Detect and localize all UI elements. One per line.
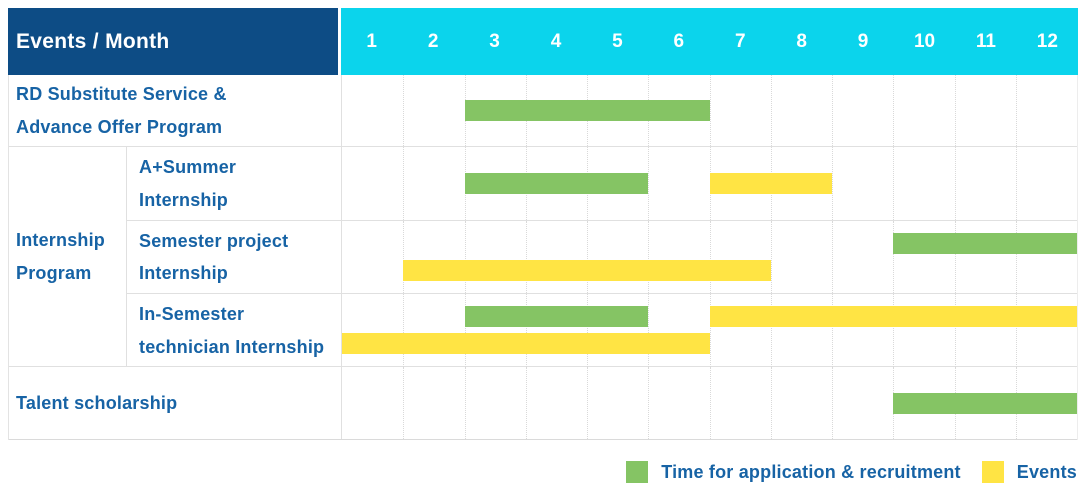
row-label-a-summer: A+Summer Internship: [126, 147, 341, 220]
month-gridline: [648, 221, 650, 293]
month-gridline: [770, 294, 772, 367]
month-gridline: [403, 367, 405, 439]
month-gridline: [893, 75, 895, 146]
gantt-bar-application: [464, 100, 710, 121]
month-gridline: [893, 147, 895, 220]
month-label-4: 4: [550, 30, 562, 52]
month-gridline: [1015, 75, 1017, 146]
events-month-table: Events / Month 1 2 3 4 5 6 7 8 9 10 11 12 RD Substi…: [8, 8, 1078, 440]
month-gridline: [832, 294, 833, 367]
gantt-bar-event: [342, 333, 710, 354]
month-label-2: 2: [427, 30, 439, 52]
month-gridline: [525, 221, 527, 293]
month-gridline: [1015, 294, 1017, 367]
month-gridline: [770, 75, 772, 146]
row-a-summer: A+Summer Internship: [126, 147, 1077, 221]
month-gridline: [403, 221, 405, 293]
month-gridline: [525, 367, 527, 439]
month-gridline: [709, 294, 711, 367]
month-label-8: 8: [796, 30, 807, 52]
gantt-bar-application: [893, 392, 1077, 414]
month-label-6: 6: [673, 30, 685, 52]
month-label-10: 10: [913, 30, 936, 52]
month-gridline: [954, 75, 956, 146]
month-gridline: [587, 294, 588, 367]
group-label-internship-program: Internship Program: [16, 230, 106, 283]
row-semester-project: Semester project Internship: [126, 221, 1077, 294]
gantt-bar-event: [709, 306, 1077, 327]
row-label-rd-substitute: RD Substitute Service & Advance Offer Pr…: [16, 84, 227, 137]
month-gridline: [464, 294, 466, 367]
month-gridline: [709, 221, 711, 293]
group-internship-program: Internship Program A+Summer Internship S…: [9, 147, 1077, 367]
table-header: Events / Month 1 2 3 4 5 6 7 8 9 10 11 12: [8, 8, 1078, 75]
month-gridline: [464, 367, 466, 439]
month-label-12: 12: [1036, 30, 1058, 52]
gantt-bar-application: [464, 306, 649, 327]
row-in-semester: In-Semester technician Internship: [126, 294, 1077, 367]
internship-subrows: A+Summer Internship Semester project Int…: [126, 147, 1077, 367]
month-gridline: [893, 221, 895, 293]
month-gridline: [1015, 147, 1017, 220]
table-body: RD Substitute Service & Advance Offer Pr…: [8, 75, 1078, 440]
month-gridline: [770, 367, 772, 439]
row-talent-scholarship: Talent scholarship: [9, 367, 1077, 440]
row-rd-substitute: RD Substitute Service & Advance Offer Pr…: [9, 75, 1077, 147]
month-gridline: [587, 221, 588, 293]
month-gridline: [954, 147, 956, 220]
month-label-3: 3: [489, 30, 500, 52]
gantt-strip-semester-project: [341, 221, 1077, 293]
legend-application-label: Time for application & recruitment: [661, 461, 961, 482]
gantt-strip-talent-scholarship: [341, 367, 1077, 439]
month-gridline: [403, 294, 405, 367]
month-gridline: [832, 367, 833, 439]
month-gridline: [832, 75, 833, 146]
month-gridline: [832, 221, 833, 293]
gantt-bar-application: [893, 233, 1077, 254]
month-label-11: 11: [975, 30, 996, 52]
month-gridline: [403, 147, 405, 220]
table-title: Events / Month: [8, 8, 338, 75]
month-gridline: [1015, 221, 1017, 293]
legend-events-label: Events: [1016, 461, 1077, 482]
month-header-row: 1 2 3 4 5 6 7 8 9 10 11 12: [341, 8, 1078, 75]
month-label-1: 1: [366, 30, 377, 52]
month-gridline: [464, 221, 466, 293]
gantt-strip-rd-substitute: [341, 75, 1077, 146]
month-gridline: [648, 147, 650, 220]
month-gridline: [770, 221, 772, 293]
gantt-bar-event: [709, 173, 832, 194]
month-label-7: 7: [734, 30, 746, 52]
month-label-9: 9: [857, 30, 869, 52]
month-label-5: 5: [612, 30, 623, 52]
month-gridline: [525, 294, 527, 367]
gantt-bar-application: [464, 173, 649, 194]
month-gridline: [893, 294, 895, 367]
legend-events-swatch: [981, 461, 1004, 483]
month-gridline: [587, 367, 588, 439]
month-gridline: [709, 75, 711, 146]
month-gridline: [954, 294, 956, 367]
header-divider: [338, 8, 341, 75]
row-label-talent-scholarship: Talent scholarship: [16, 392, 178, 413]
row-label-in-semester: In-Semester technician Internship: [126, 294, 341, 367]
month-gridline: [648, 367, 650, 439]
gantt-strip-a-summer: [341, 147, 1077, 220]
legend-application-swatch: [626, 461, 649, 483]
gantt-bar-event: [403, 260, 771, 281]
month-gridline: [648, 294, 650, 367]
month-gridline: [954, 221, 956, 293]
month-gridline: [403, 75, 405, 146]
row-label-semester-project: Semester project Internship: [126, 221, 341, 293]
legend: Time for application & recruitment Event…: [626, 459, 1077, 485]
month-gridline: [709, 367, 711, 439]
gantt-strip-in-semester: [341, 294, 1077, 367]
month-gridline: [832, 147, 833, 220]
